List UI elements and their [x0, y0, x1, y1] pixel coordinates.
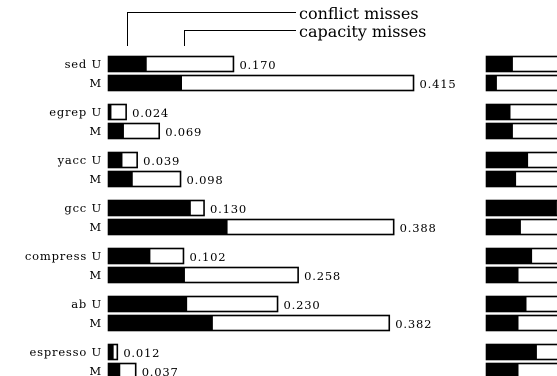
row-label-gcc-u: gcc U — [64, 201, 102, 215]
right-panel-fill-4-0 — [486, 248, 533, 264]
value-label-ab-m: 0.382 — [395, 317, 432, 331]
bar-capacity-sed-m — [108, 75, 182, 91]
row-label-ab-m: M — [89, 316, 102, 330]
right-panel-fill-3-1 — [486, 219, 521, 235]
legend-conflict-leader — [127, 12, 296, 46]
legend-capacity-leader — [184, 30, 296, 46]
bar-capacity-espresso-u — [108, 344, 114, 360]
row-label-sed-m: M — [89, 76, 102, 90]
bar-capacity-compress-m — [108, 267, 185, 283]
bar-capacity-yacc-u — [108, 152, 123, 168]
value-label-gcc-u: 0.130 — [210, 202, 247, 216]
right-panel-fill-1-1 — [486, 123, 513, 139]
row-label-egrep-m: M — [89, 124, 102, 138]
row-label-egrep-u: egrep U — [49, 105, 102, 119]
right-panel-fill-6-1 — [486, 363, 519, 376]
value-label-yacc-m: 0.098 — [187, 173, 224, 187]
bar-capacity-ab-u — [108, 296, 188, 312]
row-label-yacc-m: M — [89, 172, 102, 186]
row-label-compress-u: compress U — [25, 249, 102, 263]
right-panel-fill-1-0 — [486, 104, 511, 120]
row-label-espresso-u: espresso U — [30, 345, 102, 359]
value-label-espresso-u: 0.012 — [123, 346, 160, 360]
value-label-compress-u: 0.102 — [189, 250, 226, 264]
right-panel-bars — [485, 55, 557, 376]
bar-capacity-compress-u — [108, 248, 151, 264]
right-panel-fill-6-0 — [486, 344, 537, 360]
bar-marks: sed U 0.170 M 0.415 egrep U 0.024 M 0.069 yacc U… — [25, 55, 457, 376]
right-panel-fill-4-1 — [486, 267, 519, 283]
bar-capacity-espresso-m — [108, 363, 121, 376]
right-panel-fill-5-0 — [486, 296, 527, 312]
bar-capacity-yacc-m — [108, 171, 133, 187]
legend-capacity-label: capacity misses — [299, 22, 426, 41]
row-label-gcc-m: M — [89, 220, 102, 234]
right-panel-bar-0-1 — [485, 74, 557, 92]
row-label-ab-u: ab U — [71, 297, 102, 311]
right-panel-fill-5-1 — [486, 315, 519, 331]
right-panel-fill-0-1 — [486, 75, 497, 91]
value-label-sed-u: 0.170 — [239, 58, 276, 72]
right-panel-fill-2-1 — [486, 171, 517, 187]
row-label-sed-u: sed U — [65, 57, 102, 71]
value-label-compress-m: 0.258 — [304, 269, 341, 283]
value-label-espresso-m: 0.037 — [142, 365, 179, 376]
bar-capacity-sed-u — [108, 56, 147, 72]
value-label-egrep-m: 0.069 — [165, 125, 202, 139]
row-label-yacc-u: yacc U — [57, 153, 102, 167]
value-label-gcc-m: 0.388 — [400, 221, 437, 235]
bar-capacity-gcc-m — [108, 219, 228, 235]
row-label-compress-m: M — [89, 268, 102, 282]
value-label-ab-u: 0.230 — [284, 298, 321, 312]
row-label-espresso-m: M — [89, 364, 102, 376]
bar-capacity-gcc-u — [108, 200, 191, 216]
legend-conflict-label: conflict misses — [299, 4, 419, 23]
value-label-egrep-u: 0.024 — [132, 106, 169, 120]
bar-capacity-ab-m — [108, 315, 213, 331]
right-panel-fill-0-0 — [486, 56, 513, 72]
value-label-sed-m: 0.415 — [420, 77, 457, 91]
bar-capacity-egrep-u — [108, 104, 112, 120]
legend: conflict misses capacity misses — [127, 4, 426, 46]
value-label-yacc-u: 0.039 — [143, 154, 180, 168]
right-panel-fill-2-0 — [486, 152, 529, 168]
bar-capacity-egrep-m — [108, 123, 124, 139]
right-panel-fill-3-0 — [486, 200, 557, 216]
